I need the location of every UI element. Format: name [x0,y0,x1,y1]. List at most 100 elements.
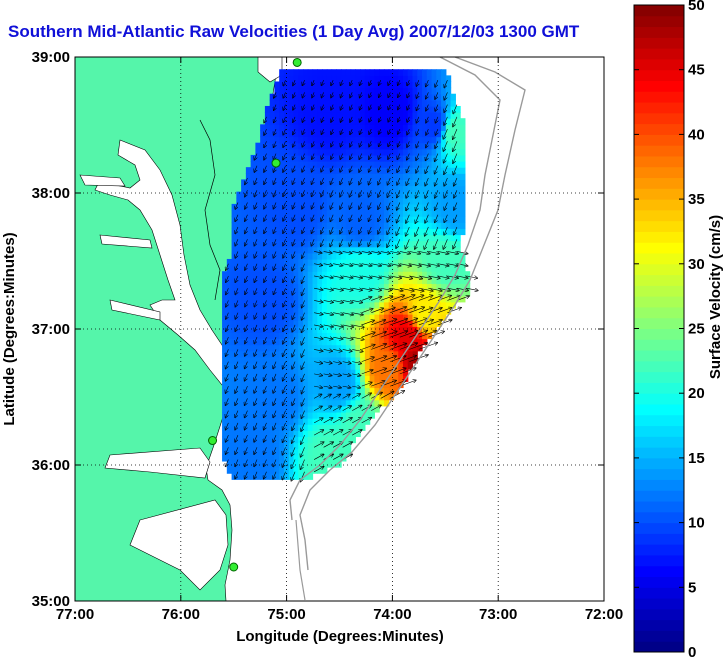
colorbar-segment [634,37,684,49]
colorbar-segment [634,360,684,373]
speed-cell [264,363,271,370]
velocity-vector [321,153,323,159]
velocity-vector [453,153,458,163]
speed-cell [360,363,366,370]
speed-cell [350,430,356,438]
speed-cell [222,356,228,364]
speed-cell [279,234,285,242]
velocity-vector [369,214,372,221]
velocity-vector [264,300,267,306]
speed-cell [388,246,395,254]
speed-cell [345,112,352,119]
speed-cell [341,87,347,95]
speed-cell [288,210,295,217]
speed-cell [445,197,452,205]
speed-cell [364,203,371,211]
velocity-vector [352,336,363,339]
speed-cell [345,375,352,382]
speed-cell [445,307,452,315]
velocity-vector [312,190,315,196]
velocity-vector [340,202,343,209]
speed-cell [312,350,318,358]
velocity-vector [314,300,322,302]
velocity-vector [235,226,238,233]
speed-cell [260,136,266,144]
speed-cell [307,295,314,303]
speed-cell [407,344,414,352]
velocity-vector [314,325,323,327]
speed-cell [441,75,447,83]
speed-cell [250,356,256,364]
velocity-vector [323,313,333,315]
colorbar-segment [634,285,684,297]
speed-cell [341,418,347,425]
speed-cell [393,283,399,291]
speed-cell [388,197,395,205]
speed-cell [355,344,361,352]
speed-cell [303,301,309,309]
speed-cell [274,185,280,193]
speed-cell [231,381,237,389]
speed-cell [322,148,328,156]
velocity-vector [428,251,439,253]
velocity-vector [302,288,305,295]
x-axis-label: Longitude (Degrees:Minutes) [236,628,444,645]
speed-cell [312,179,318,187]
speed-cell [250,258,256,266]
speed-cell [255,185,261,193]
speed-cell [326,314,333,321]
speed-cell [312,314,318,321]
speed-cell [293,350,299,358]
speed-cell [269,154,276,162]
speed-cell [436,203,442,211]
speed-cell [303,460,309,468]
speed-cell [298,442,304,450]
speed-cell [307,405,314,413]
speed-cell [398,295,404,303]
speed-cell [455,191,461,199]
speed-cell [460,191,466,199]
speed-cell [460,210,466,217]
speed-cell [322,185,328,193]
velocity-vector [313,454,323,460]
speed-cell [307,99,314,107]
speed-cell [436,283,442,291]
speed-cell [255,344,261,352]
speed-cell [260,405,266,413]
velocity-vector [454,226,458,235]
speed-cell [364,283,371,291]
velocity-vector [226,263,229,270]
speed-cell [383,307,390,315]
speed-cell [379,161,385,168]
speed-cell [455,246,461,254]
speed-cell [303,99,309,107]
speed-cell [431,112,437,119]
speed-cell [345,246,352,254]
velocity-vector [342,386,351,388]
speed-cell [369,154,376,162]
speed-cell [450,99,456,107]
colorbar-segment [634,112,684,125]
speed-cell [283,167,290,174]
velocity-vector [264,312,267,319]
speed-cell [436,314,442,321]
velocity-vector [264,190,267,196]
speed-cell [436,124,442,132]
velocity-vector [426,104,428,111]
speed-cell [250,326,256,333]
speed-cell [331,356,337,364]
speed-cell [317,271,323,278]
speed-cell [383,93,390,101]
speed-cell [298,197,304,205]
speed-cell [264,332,271,340]
speed-cell [298,99,304,107]
speed-cell [402,87,409,95]
velocity-vector [435,214,439,222]
speed-cell [303,179,309,187]
speed-cell [417,105,423,113]
speed-cell [274,277,280,285]
speed-cell [307,252,314,260]
speed-cell [388,271,395,278]
speed-cell [364,265,371,272]
speed-cell [288,258,295,266]
